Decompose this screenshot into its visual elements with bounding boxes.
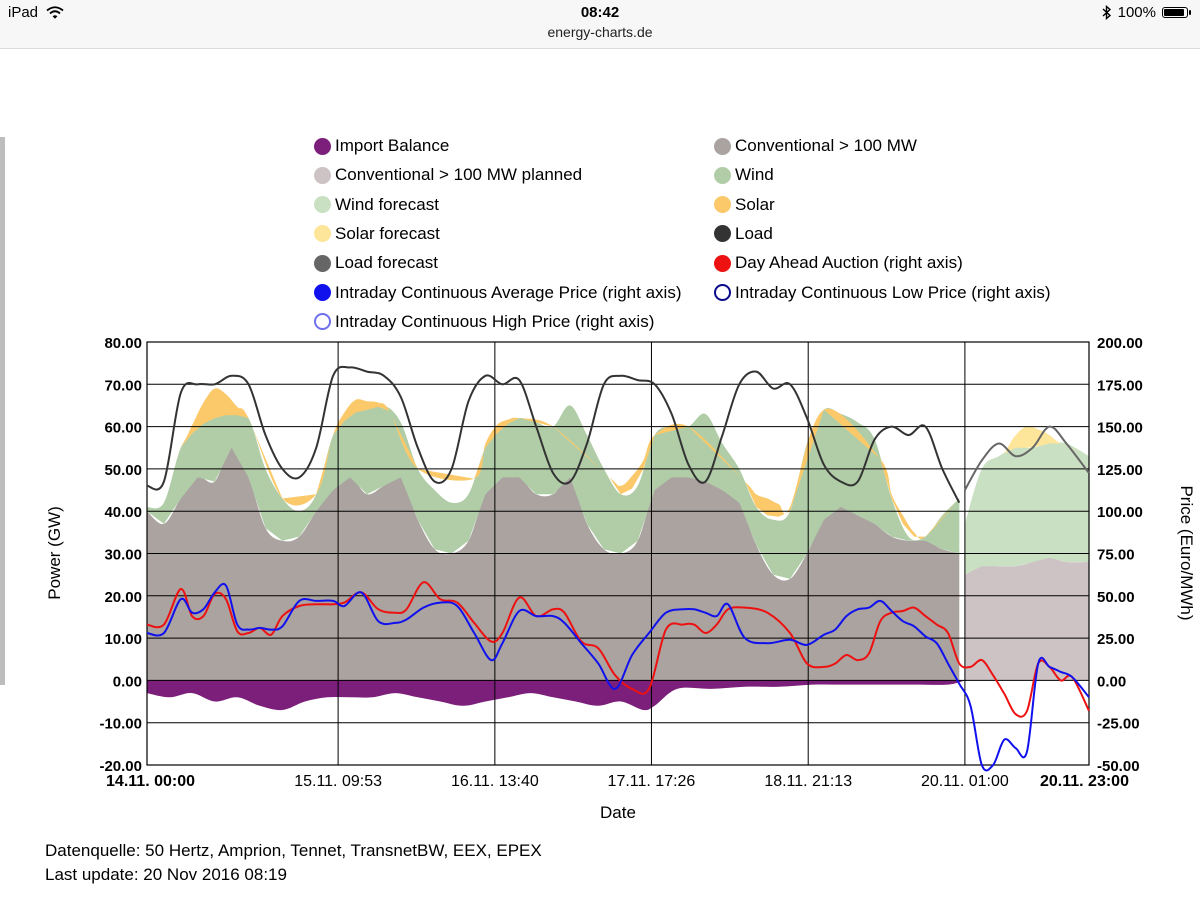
y-tick-label: 0.00 — [113, 673, 142, 690]
legend-item[interactable]: Load forecast — [314, 253, 438, 273]
legend-swatch — [314, 196, 331, 214]
legend-swatch — [714, 196, 731, 214]
y2-tick-label: 125.00 — [1097, 462, 1143, 479]
status-right: 100% — [1102, 4, 1191, 21]
x-tick-label: 15.11. 09:53 — [294, 773, 382, 790]
legend-swatch — [714, 284, 731, 301]
y2-tick-label: 25.00 — [1097, 631, 1135, 648]
legend-label: Solar — [735, 194, 775, 214]
legend-item[interactable]: Import Balance — [314, 136, 449, 156]
legend-item[interactable]: Solar — [714, 195, 775, 215]
y-tick-label: 70.00 — [104, 377, 142, 394]
y-axis-title: Power (GW) — [45, 506, 64, 600]
y-tick-label: -10.00 — [99, 716, 142, 733]
y2-tick-label: -25.00 — [1097, 716, 1140, 733]
legend-swatch — [314, 313, 331, 331]
y-tick-label: 40.00 — [104, 504, 142, 521]
legend-item[interactable]: Solar forecast — [314, 224, 440, 244]
legend-label: Load — [735, 223, 773, 243]
legend-swatch — [314, 137, 331, 155]
status-left: iPad — [8, 4, 64, 21]
legend-label: Wind — [735, 165, 774, 185]
legend-label: Solar forecast — [335, 223, 440, 243]
data-source-text: Datenquelle: 50 Hertz, Amprion, Tennet, … — [45, 841, 542, 860]
line-intraday-continuous-average-price-right-axis- — [146, 582, 1090, 772]
area-wind — [147, 404, 960, 579]
y2-tick-label: 150.00 — [1097, 420, 1143, 437]
wifi-icon — [46, 6, 64, 19]
y2-tick-label: 0.00 — [1097, 673, 1126, 690]
legend-label: Intraday Continuous Low Price (right axi… — [735, 282, 1051, 302]
line-day-ahead-auction-right-axis- — [146, 581, 1090, 718]
status-bar: iPad 08:42 energy-charts.de 100% — [0, 0, 1200, 49]
legend-item[interactable]: Wind forecast — [314, 195, 439, 215]
y-tick-label: -20.00 — [99, 758, 142, 775]
legend-swatch — [714, 225, 731, 243]
legend-swatch — [314, 284, 331, 301]
legend-item[interactable]: Load — [714, 224, 773, 244]
legend-label: Day Ahead Auction (right axis) — [735, 253, 963, 273]
legend-item[interactable]: Wind — [714, 165, 774, 185]
y2-tick-label: 175.00 — [1097, 377, 1143, 394]
legend-swatch — [314, 254, 331, 272]
y2-tick-label: -50.00 — [1097, 758, 1140, 775]
x-axis-title: Date — [600, 803, 636, 822]
area-solar-forecast — [964, 426, 1089, 524]
legend-label: Load forecast — [335, 253, 439, 273]
legend-label: Conventional > 100 MW planned — [335, 165, 583, 185]
plot-border — [146, 341, 1090, 766]
y2-tick-label: 75.00 — [1097, 547, 1135, 564]
line-load — [146, 365, 961, 504]
x-tick-label: 16.11. 13:40 — [451, 773, 539, 790]
area-conventional-100-mw — [147, 447, 960, 681]
y2-axis-title: Price (Euro/MWh) — [1177, 485, 1196, 620]
y-tick-label: 50.00 — [104, 462, 142, 479]
legend-item[interactable]: Day Ahead Auction (right axis) — [714, 253, 963, 273]
legend-label: Conventional > 100 MW — [735, 136, 917, 155]
area-wind-forecast — [964, 442, 1089, 575]
battery-icon — [1162, 7, 1191, 18]
y2-tick-label: 200.00 — [1097, 335, 1143, 352]
device-name: iPad — [8, 4, 39, 21]
legend-item[interactable]: Conventional > 100 MW planned — [314, 165, 582, 185]
area-conventional-100-mw-planned — [964, 557, 1089, 681]
last-update-text: Last update: 20 Nov 2016 08:19 — [45, 865, 287, 884]
line-load-forecast — [964, 425, 1090, 491]
legend-label: Intraday Continuous High Price (right ax… — [335, 311, 655, 331]
y-tick-label: 10.00 — [104, 631, 142, 648]
y2-tick-label: 100.00 — [1097, 504, 1143, 521]
x-tick-label: 20.11. 23:00 — [1040, 773, 1129, 790]
y-tick-label: 60.00 — [104, 420, 142, 437]
x-tick-label: 18.11. 21:13 — [764, 773, 852, 790]
legend-item[interactable]: Intraday Continuous High Price (right ax… — [314, 312, 654, 332]
legend-label: Wind forecast — [335, 194, 439, 214]
legend-item[interactable]: Conventional > 100 MW — [714, 136, 917, 156]
address-bar-url[interactable]: energy-charts.de — [547, 24, 653, 40]
x-tick-label: 14.11. 00:00 — [106, 773, 195, 790]
y-tick-label: 20.00 — [104, 589, 142, 606]
y-tick-label: 30.00 — [104, 547, 142, 564]
y-tick-label: 80.00 — [104, 335, 142, 352]
bluetooth-icon — [1102, 5, 1111, 20]
x-tick-label: 20.11. 01:00 — [921, 773, 1009, 790]
legend-swatch — [314, 166, 331, 184]
legend-label: Intraday Continuous Average Price (right… — [335, 282, 682, 302]
scroll-indicator[interactable] — [0, 137, 5, 685]
legend-swatch — [714, 137, 731, 155]
legend-item[interactable]: Intraday Continuous Average Price (right… — [314, 283, 681, 303]
clock: 08:42 — [580, 4, 620, 21]
legend-swatch — [314, 225, 331, 243]
area-solar — [147, 388, 960, 539]
legend-swatch — [714, 254, 731, 272]
x-tick-label: 17.11. 17:26 — [608, 773, 696, 790]
legend-swatch — [714, 166, 731, 184]
battery-level — [1164, 9, 1184, 16]
legend-item[interactable]: Intraday Continuous Low Price (right axi… — [714, 283, 1051, 303]
area-import-balance — [147, 680, 965, 711]
battery-percent: 100% — [1117, 4, 1156, 21]
y2-tick-label: 50.00 — [1097, 589, 1135, 606]
legend-label: Import Balance — [335, 136, 450, 155]
